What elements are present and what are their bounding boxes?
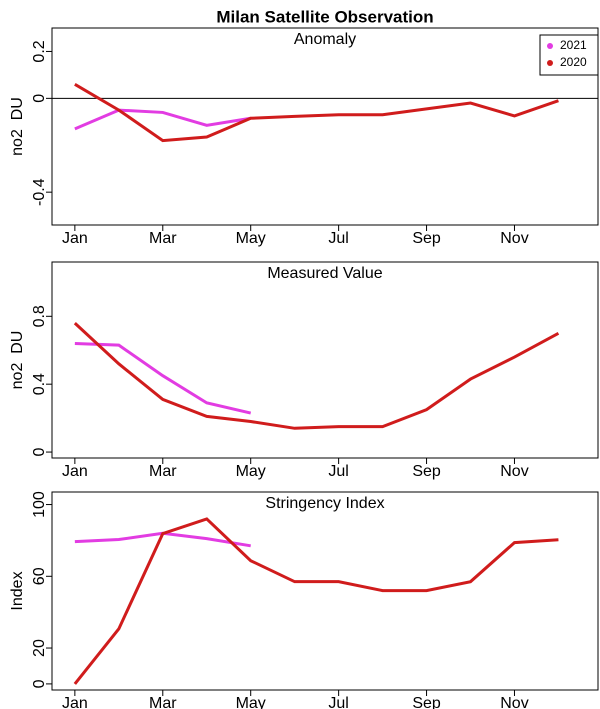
x-tick-label: May: [236, 695, 266, 709]
x-tick-label: Sep: [412, 695, 441, 709]
y-tick-label: 20: [31, 639, 48, 657]
x-tick-label: Mar: [149, 695, 177, 709]
x-tick-label: Nov: [500, 230, 528, 247]
series-line: [73, 321, 560, 430]
y-tick-label: 0: [31, 94, 48, 103]
x-tick-label: Sep: [412, 230, 441, 247]
series-line: [74, 82, 559, 143]
y-tick-label: -0.4: [31, 178, 48, 206]
x-tick-label: Jan: [62, 230, 88, 247]
legend-label: 2020: [560, 55, 587, 69]
x-tick-label: Jan: [62, 463, 88, 480]
y-axis-label: Index: [9, 571, 26, 610]
x-tick-label: Jul: [328, 230, 348, 247]
x-tick-label: Jul: [328, 463, 348, 480]
series-line: [73, 517, 559, 685]
chart-title: Milan Satellite Observation: [216, 7, 433, 26]
y-tick-label: 0.4: [31, 373, 48, 395]
y-tick-label: 60: [31, 567, 48, 585]
plot-frame: [51, 491, 599, 691]
y-tick-label: 0: [31, 679, 48, 688]
y-tick-label: 0: [31, 448, 48, 457]
legend-marker: [547, 60, 553, 66]
y-axis-label: no2 DU: [9, 331, 26, 390]
legend-label: 2021: [560, 38, 587, 52]
x-tick-label: May: [236, 230, 266, 247]
x-tick-label: Nov: [500, 463, 528, 480]
y-tick-label: 0.2: [31, 40, 48, 62]
y-axis-label: no2 DU: [9, 97, 26, 156]
panel-title: Anomaly: [294, 31, 356, 48]
series-line: [74, 341, 252, 415]
x-tick-label: Sep: [412, 463, 441, 480]
x-tick-label: May: [236, 463, 266, 480]
panel-title: Measured Value: [267, 265, 382, 282]
plot-frame: [51, 27, 599, 226]
y-tick-label: 0.8: [31, 305, 48, 327]
plot-frame: [51, 261, 599, 459]
legend-box: [539, 34, 599, 76]
series-line: [74, 108, 251, 131]
x-tick-label: Jul: [328, 695, 348, 709]
x-tick-label: Mar: [149, 230, 177, 247]
x-tick-label: Nov: [500, 695, 528, 709]
legend-marker: [547, 43, 553, 49]
y-tick-label: 100: [31, 491, 48, 518]
x-tick-label: Mar: [149, 463, 177, 480]
panel-title: Stringency Index: [265, 495, 384, 512]
x-tick-label: Jan: [62, 695, 88, 709]
